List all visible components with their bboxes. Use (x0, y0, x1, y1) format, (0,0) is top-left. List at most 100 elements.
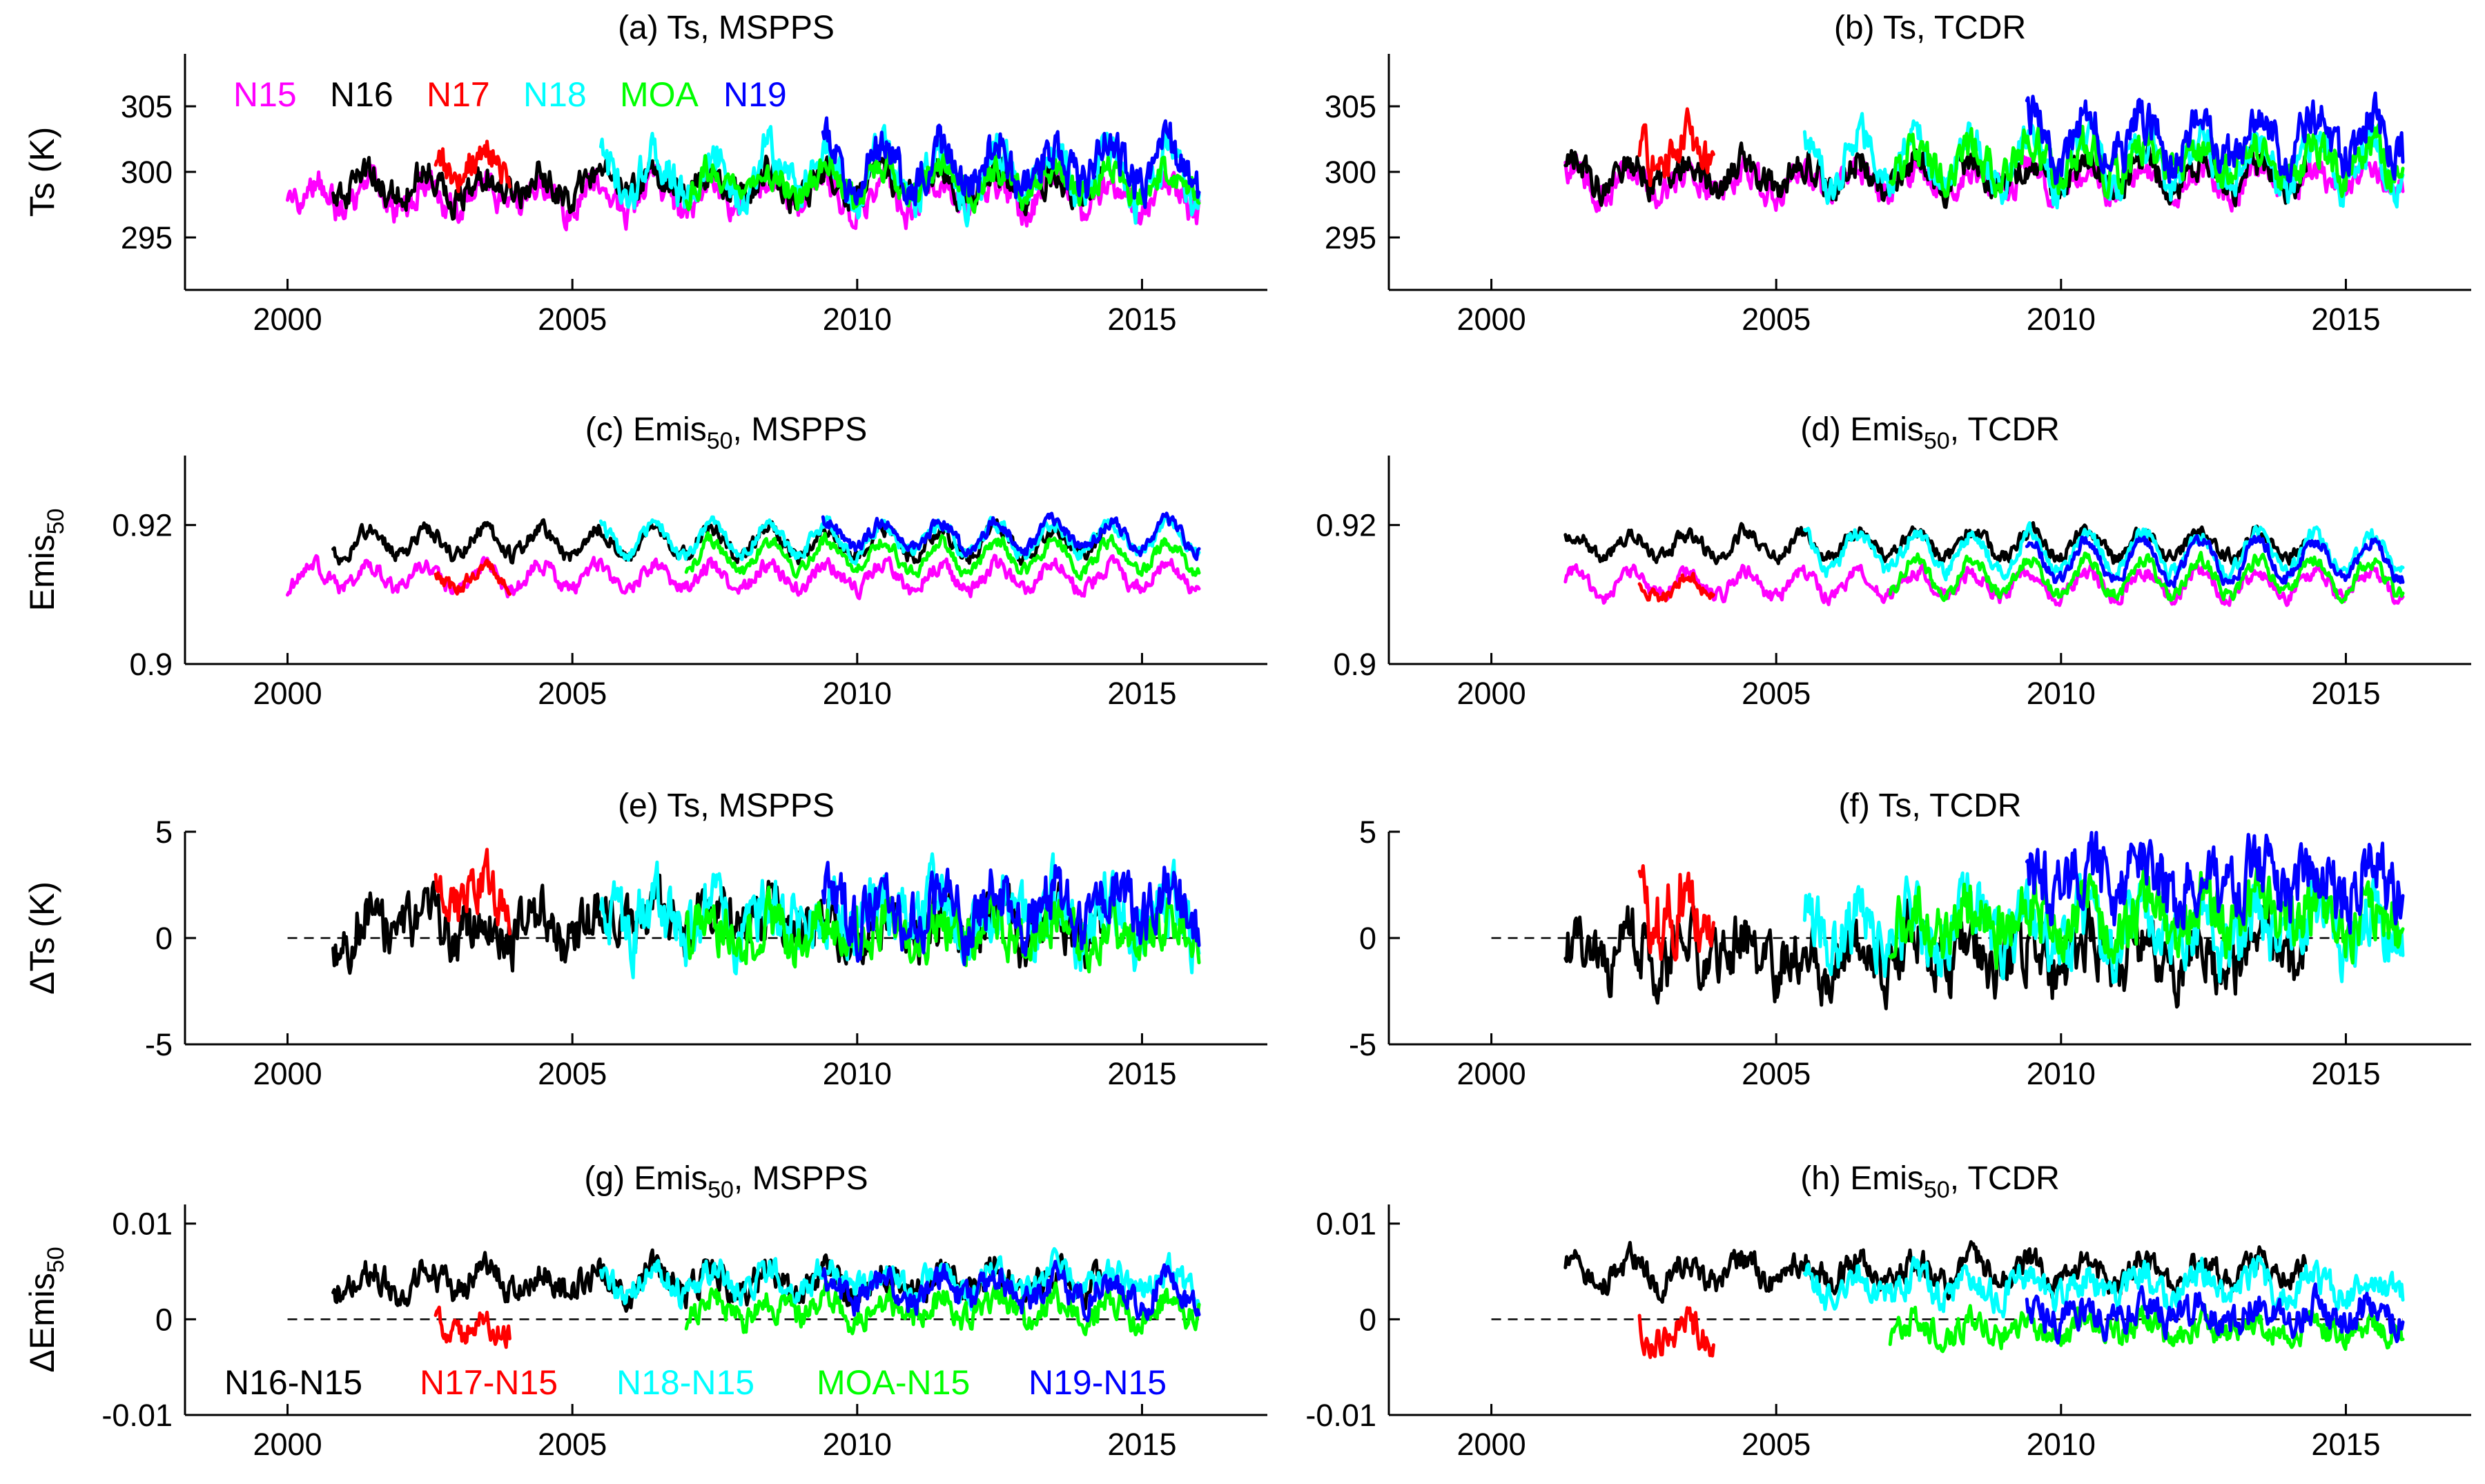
series-n17 (1637, 572, 1715, 603)
series-n18-n15 (598, 852, 1201, 979)
series-n19-n15 (821, 861, 1201, 966)
x-tick-label: 2000 (253, 1427, 322, 1462)
x-tick-label: 2005 (538, 302, 607, 337)
x-tick-label: 2015 (2311, 1056, 2380, 1091)
series-n19-n15 (2025, 1282, 2405, 1345)
panel-c: (c) Emis50, MSPPS 2000 2005 2010 2015 0.9 0.92… (23, 411, 1267, 711)
x-tick-label: 2005 (538, 1056, 607, 1091)
x-tick-label: 2010 (2027, 676, 2096, 711)
series-n17 (1637, 107, 1715, 188)
y-tick-label: 305 (1325, 89, 1376, 124)
panel-title: (h) Emis50, TCDR (1800, 1160, 2060, 1203)
panel-title: (f) Ts, TCDR (1839, 788, 2022, 824)
x-tick-label: 2005 (538, 1427, 607, 1462)
x-tick-label: 2015 (2311, 676, 2380, 711)
series-n17-n15 (1637, 1306, 1715, 1359)
y-tick-label: 0.92 (112, 508, 173, 543)
x-tick-label: 2010 (2027, 1427, 2096, 1462)
legend-entry-n19: N19 (723, 75, 787, 114)
x-tick-label: 2005 (1742, 1427, 1811, 1462)
series-n18-n15 (1802, 1255, 2405, 1319)
panel-h: (h) Emis50, TCDR 2000 2005 2010 2015 -0.01 0 0.… (1305, 1160, 2471, 1462)
series-n17-n15 (433, 1305, 511, 1349)
x-tick-label: 2000 (1456, 1427, 1526, 1462)
y-tick-label: 0 (1359, 1302, 1376, 1337)
series-n19 (2025, 91, 2405, 186)
y-tick-label: 300 (121, 155, 173, 190)
series-n18-n15 (598, 1247, 1201, 1312)
legend-entry-n18: N18 (523, 75, 587, 114)
y-axis-label: Ts (K) (23, 127, 61, 217)
legend-entry-n17-n15: N17-N15 (420, 1363, 558, 1402)
y-tick-label: 305 (121, 89, 173, 124)
panel-title: (e) Ts, MSPPS (618, 788, 835, 824)
legend-entry-n16-n15: N16-N15 (224, 1363, 362, 1402)
series-n19 (821, 116, 1201, 209)
x-tick-label: 2010 (823, 1427, 892, 1462)
y-tick-label: 0 (155, 1302, 173, 1337)
y-tick-label: 295 (1325, 220, 1376, 255)
series-n17 (433, 139, 511, 193)
panel-b: (b) Ts, TCDR 2000 2005 2010 2015 295 300 305 (1325, 10, 2471, 337)
panel-f: (f) Ts, TCDR 2000 2005 2010 2015 -5 0 5 (1349, 788, 2471, 1091)
y-tick-label: 5 (1359, 814, 1376, 850)
legend-entry-n18-n15: N18-N15 (616, 1363, 754, 1402)
series-n17 (433, 558, 511, 596)
series-moa (684, 151, 1201, 214)
panel-title: (c) Emis50, MSPPS (585, 411, 868, 454)
series-n18-n15 (1802, 870, 2405, 984)
x-tick-label: 2010 (823, 302, 892, 337)
y-tick-label: 0 (1359, 921, 1376, 956)
panel-d: (d) Emis50, TCDR 2000 2005 2010 2015 0.9 0.92 (1316, 411, 2471, 711)
x-tick-label: 2015 (1107, 1056, 1176, 1091)
y-axis-label: ΔEmis50 (23, 1247, 69, 1372)
y-tick-label: -5 (145, 1027, 173, 1062)
x-tick-label: 2015 (2311, 1427, 2380, 1462)
x-tick-label: 2015 (1107, 302, 1176, 337)
x-tick-label: 2005 (538, 676, 607, 711)
y-tick-label: -0.01 (1305, 1398, 1376, 1433)
series-n16-n15 (1563, 898, 2308, 1011)
series-n16 (331, 518, 1104, 566)
series-moa (1888, 551, 2405, 605)
panel-g: (g) Emis50, MSPPS 2000 2005 2010 2015 -0.01 0 0… (23, 1160, 1267, 1462)
series-n17-n15 (1637, 864, 1715, 962)
legend-entry-n15: N15 (233, 75, 297, 114)
y-tick-label: 0.01 (1316, 1207, 1376, 1242)
series-n19 (2025, 534, 2405, 589)
series-n19-n15 (821, 1260, 1201, 1322)
y-axis-label: Emis50 (23, 509, 69, 612)
x-tick-label: 2000 (1456, 302, 1526, 337)
x-tick-label: 2005 (1742, 676, 1811, 711)
x-tick-label: 2010 (823, 1056, 892, 1091)
x-tick-label: 2005 (1742, 302, 1811, 337)
y-tick-label: 0 (155, 921, 173, 956)
series-n15 (286, 554, 1201, 601)
y-tick-label: 0.9 (1333, 647, 1376, 682)
panel-a: (a) Ts, MSPPS 2000 2005 2010 2015 295 300 305 Ts… (23, 10, 1267, 337)
panel-e: (e) Ts, MSPPS 2000 2005 2010 2015 -5 0 5 ΔTs (K) (23, 788, 1267, 1091)
series-moa-n15 (1888, 1303, 2405, 1354)
x-tick-label: 2015 (1107, 676, 1176, 711)
series-moa-n15 (684, 1279, 1201, 1337)
y-axis-label: ΔTs (K) (23, 881, 61, 995)
x-tick-label: 2010 (823, 676, 892, 711)
legend-entry-n19-n15: N19-N15 (1029, 1363, 1167, 1402)
legend-entry-n16: N16 (330, 75, 393, 114)
y-tick-label: 5 (155, 814, 173, 850)
y-tick-label: 0.92 (1316, 508, 1376, 543)
y-tick-label: 0.9 (129, 647, 173, 682)
x-tick-label: 2010 (2027, 1056, 2096, 1091)
legend-entry-moa: MOA (620, 75, 699, 114)
x-tick-label: 2000 (253, 302, 322, 337)
y-tick-label: 300 (1325, 155, 1376, 190)
x-tick-label: 2005 (1742, 1056, 1811, 1091)
panel-title: (g) Emis50, MSPPS (584, 1160, 868, 1203)
panel-title: (d) Emis50, TCDR (1800, 411, 2060, 454)
legend-entry-moa-n15: MOA-N15 (817, 1363, 970, 1402)
x-tick-label: 2015 (2311, 302, 2380, 337)
series-n17-n15 (433, 848, 511, 936)
y-tick-label: -0.01 (101, 1398, 173, 1433)
x-tick-label: 2015 (1107, 1427, 1176, 1462)
